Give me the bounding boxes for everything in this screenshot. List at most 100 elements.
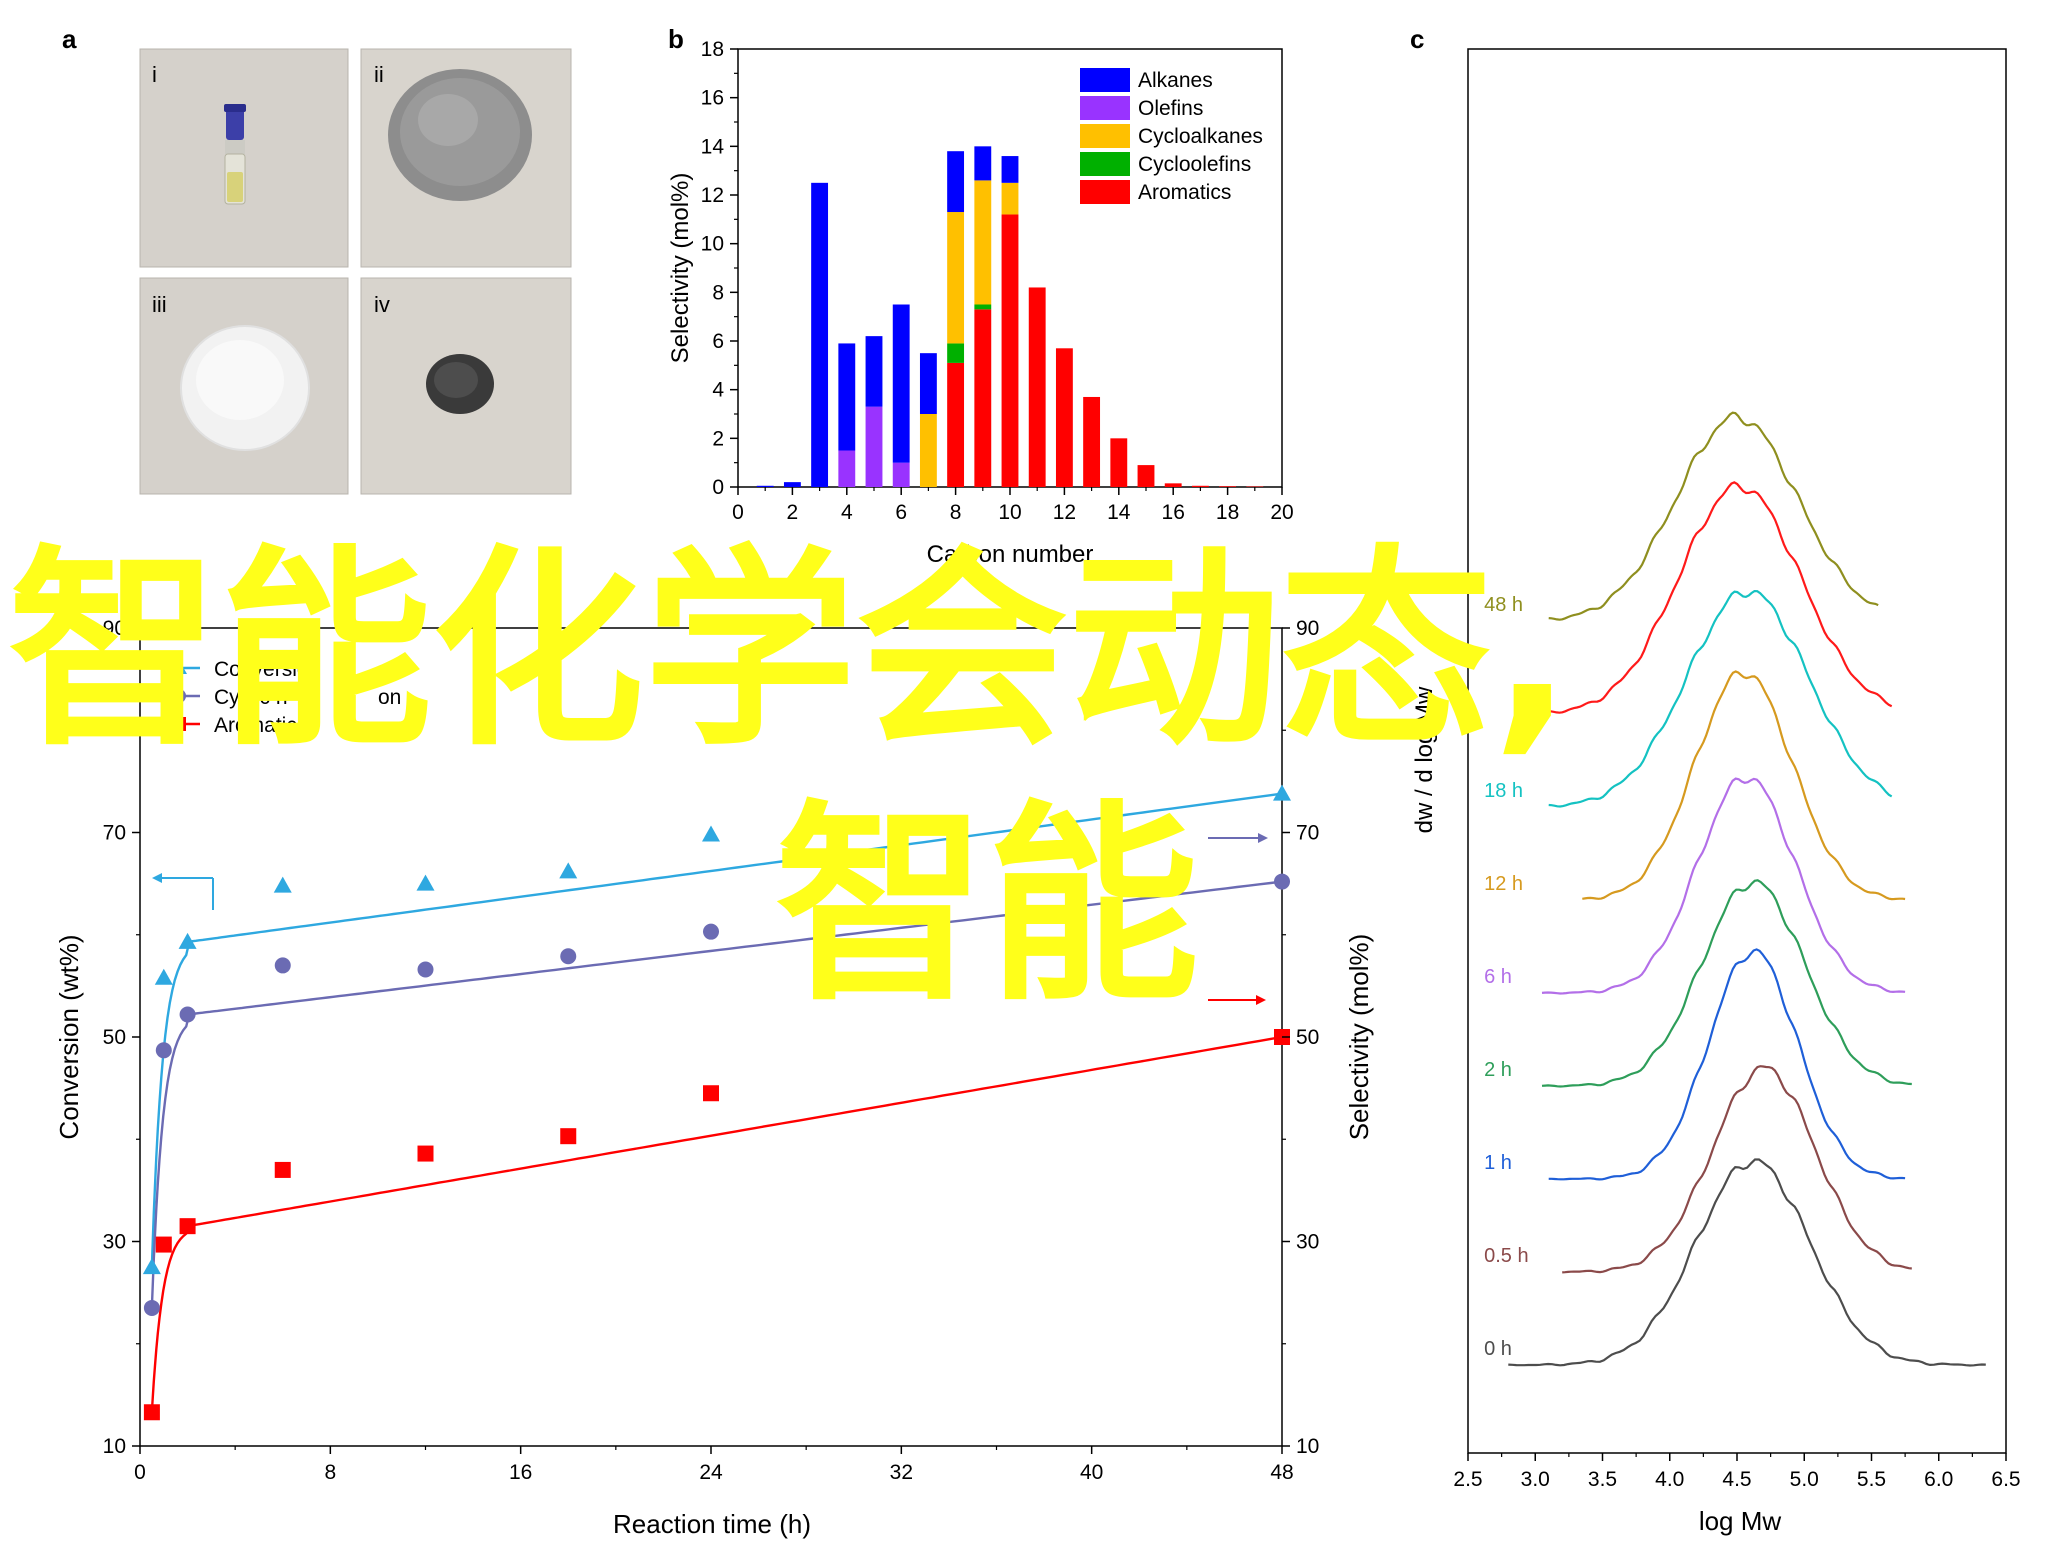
- panel-letter-a: a: [62, 24, 77, 54]
- curve-0h: [1508, 1158, 1986, 1367]
- scatter-chart-y2tick-label: 90: [1296, 617, 1319, 640]
- curve-1h: [1548, 948, 1906, 1181]
- bar-chart-xtick-label: 6: [895, 501, 907, 524]
- scatter-chart-y2label: Selectivity (mol%): [1344, 934, 1374, 1141]
- legend-swatch-cycloolefins: [1080, 152, 1130, 176]
- curve-label-18h: 18 h: [1484, 780, 1523, 802]
- line-chart-xlabel: log Mw: [1699, 1506, 1782, 1536]
- point-aromatics-5: [560, 1128, 577, 1145]
- panel-letter-b: b: [668, 24, 684, 54]
- legend-swatch-olefins: [1080, 96, 1130, 120]
- scatter-chart-xtick-label: 24: [699, 1461, 723, 1484]
- curve-label-2h: 2 h: [1484, 1059, 1512, 1081]
- bar-aromatics-c15: [1137, 465, 1155, 487]
- bar-cycloolefins-c8: [947, 343, 965, 363]
- scatter-chart-xtick-label: 16: [509, 1461, 532, 1484]
- bar-chart-ytick-label: 6: [712, 330, 724, 353]
- bar-chart-xtick-label: 14: [1107, 501, 1131, 524]
- curve-label-1h: 1 h: [1484, 1152, 1512, 1174]
- curve-18h: [1548, 589, 1893, 808]
- bar-alkanes-c3: [811, 182, 829, 488]
- bar-alkanes-c5: [865, 336, 883, 407]
- bar-chart-ytick-label: 14: [701, 135, 725, 158]
- legend-label-1: Cyclic h: [214, 686, 288, 709]
- photo-i: i: [139, 48, 349, 268]
- bar-chart-xtick-label: 20: [1270, 501, 1293, 524]
- bar-chart-ytick-label: 12: [701, 184, 724, 207]
- line-chart-ylabel: dw / d log Mw: [1411, 686, 1438, 833]
- scatter-chart-xlabel: Reaction time (h): [613, 1509, 811, 1539]
- scatter-chart-xtick-label: 8: [324, 1461, 336, 1484]
- scatter-chart-ytick-label: 50: [103, 1026, 126, 1049]
- fit-conversion: [150, 792, 1283, 1268]
- bar-aromatics-c16: [1164, 483, 1182, 487]
- curve-48h: [1548, 411, 1879, 621]
- bar-cycloolefins-c9: [974, 304, 992, 310]
- bar-chart-xtick-label: 4: [841, 501, 853, 524]
- curve-12h: [1582, 670, 1906, 901]
- photo-label-iv: iv: [374, 292, 390, 317]
- panel-letter-c: c: [1410, 24, 1424, 54]
- point-conversion-7: [1273, 784, 1291, 801]
- bar-chart-axes: 0 2 4 6 8 10 12 14 16 18 20 0 2 4 6 8 10 12 14 16 18: [701, 38, 1294, 524]
- point-aromatics-2: [179, 1218, 196, 1235]
- point-aromatics-3: [274, 1161, 291, 1178]
- photo-iii: iii: [139, 277, 349, 495]
- bar-alkanes-c7: [919, 353, 937, 414]
- photo-ii: ii: [360, 48, 572, 268]
- bar-cycloalkanes-c8: [947, 212, 965, 344]
- bar-chart-xtick-label: 2: [787, 501, 799, 524]
- bar-aromatics-c8: [947, 362, 965, 487]
- legend-label-0: Conversio: [214, 658, 309, 681]
- scatter-chart-ylabel: Conversion (wt%): [54, 934, 84, 1139]
- scatter-chart-fits: [150, 792, 1283, 1413]
- line-chart-xtick-label: 5.5: [1857, 1468, 1886, 1491]
- legend-marker-1: [172, 689, 186, 703]
- curve-label-12h: 12 h: [1484, 873, 1523, 895]
- bar-chart-ytick-label: 4: [712, 379, 724, 402]
- line-chart-axes: 2.5 3.0 3.5 4.0 4.5 5.0 5.5 6.0 6.5: [1453, 1453, 2021, 1491]
- bar-aromatics-c10: [1001, 214, 1019, 487]
- line-chart-xtick-label: 6.0: [1924, 1468, 1953, 1491]
- scatter-chart-y2tick-label: 30: [1296, 1231, 1319, 1254]
- bar-cycloalkanes-c7: [919, 414, 937, 487]
- bar-chart-xtick-label: 10: [998, 501, 1021, 524]
- bar-chart-bars: [756, 146, 1264, 488]
- legend-swatch-cycloalkanes: [1080, 124, 1130, 148]
- line-chart-xtick-label: 2.5: [1453, 1468, 1482, 1491]
- bar-alkanes-c10: [1001, 156, 1019, 183]
- legend-label-cycloolefins: Cycloolefins: [1138, 153, 1251, 176]
- point-cyclic-hydrocarbon-5: [560, 948, 577, 965]
- bar-chart-xtick-label: 8: [950, 501, 962, 524]
- fit-aromatics: [150, 1035, 1283, 1413]
- point-conversion-5: [559, 862, 578, 879]
- bar-chart-ytick-label: 16: [701, 87, 724, 110]
- bar-aromatics-c18: [1219, 486, 1237, 487]
- line-chart-xtick-label: 3.5: [1588, 1468, 1617, 1491]
- bar-chart-xtick-label: 18: [1216, 501, 1239, 524]
- bar-alkanes-c9: [974, 146, 992, 181]
- bar-chart-xtick-label: 16: [1162, 501, 1185, 524]
- bar-chart-ytick-label: 2: [712, 427, 724, 450]
- bar-olefins-c6: [892, 462, 910, 487]
- curve-6h: [1541, 777, 1906, 995]
- scatter-chart-ytick-label: 70: [103, 822, 126, 845]
- photo-panel: i ii iii iv: [139, 48, 572, 495]
- bar-aromatics-c9: [974, 309, 992, 487]
- bar-alkanes-c8: [947, 151, 965, 213]
- bar-aromatics-c12: [1055, 348, 1073, 487]
- line-chart-xtick-label: 6.5: [1991, 1468, 2020, 1491]
- bar-chart-ytick-label: 8: [712, 281, 724, 304]
- vial-icon: [224, 104, 246, 205]
- line-chart-xtick-label: 3.0: [1521, 1468, 1550, 1491]
- line-chart-c: 0 h 0.5 h 1 h 2 h 6 h 12 h 18 h 48 h 2.5 3.0 3.5 4…: [1411, 48, 2021, 1536]
- photo-iv: iv: [360, 277, 572, 495]
- overlay-banner-line1: 智能化学会动态,: [8, 527, 1573, 774]
- bar-aromatics-c17: [1191, 485, 1209, 487]
- bar-chart-ytick-label: 0: [712, 476, 724, 499]
- photo-label-iii: iii: [152, 292, 167, 317]
- bar-alkanes-c6: [892, 304, 910, 463]
- legend-label-alkanes: Alkanes: [1138, 69, 1213, 92]
- panel-letter-d: d: [60, 604, 76, 634]
- scatter-chart-ytick-label: 90: [103, 617, 126, 640]
